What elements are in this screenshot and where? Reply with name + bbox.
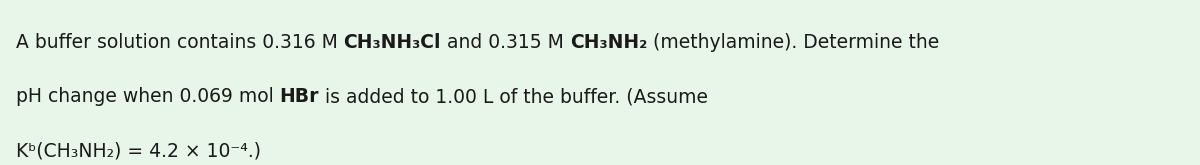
Text: (methylamine). Determine the: (methylamine). Determine the <box>647 33 940 52</box>
Text: pH change when 0.069 mol: pH change when 0.069 mol <box>16 87 280 106</box>
Text: HBr: HBr <box>280 87 319 106</box>
Text: and 0.315 M: and 0.315 M <box>440 33 570 52</box>
Text: CH₃NH₂: CH₃NH₂ <box>570 33 647 52</box>
Text: Kᵇ(CH₃NH₂) = 4.2 × 10⁻⁴.): Kᵇ(CH₃NH₂) = 4.2 × 10⁻⁴.) <box>16 142 260 161</box>
Text: A buffer solution contains 0.316 M: A buffer solution contains 0.316 M <box>16 33 343 52</box>
Text: is added to 1.00 L of the buffer. (Assume: is added to 1.00 L of the buffer. (Assum… <box>319 87 708 106</box>
Text: CH₃NH₃Cl: CH₃NH₃Cl <box>343 33 440 52</box>
